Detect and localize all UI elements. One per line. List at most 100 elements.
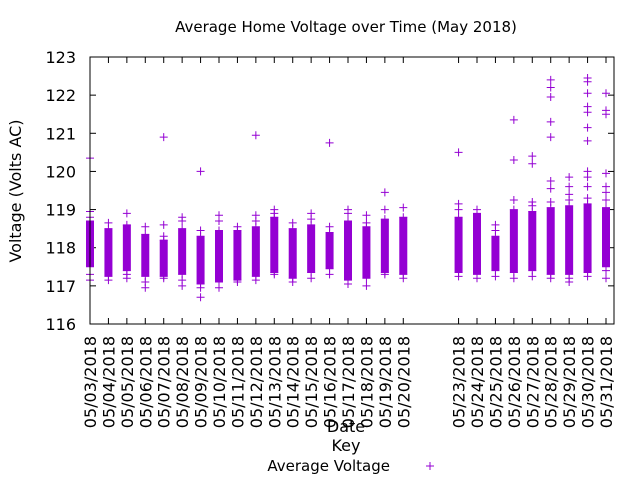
y-tick-label: 122 bbox=[45, 86, 76, 105]
data-point bbox=[491, 272, 500, 281]
data-point bbox=[602, 188, 610, 197]
x-tick-label: 05/10/2018 bbox=[210, 336, 229, 428]
point-band bbox=[159, 240, 168, 277]
data-point bbox=[583, 182, 592, 191]
point-band bbox=[509, 209, 518, 273]
data-point bbox=[528, 159, 537, 168]
data-point bbox=[565, 278, 574, 287]
data-point bbox=[399, 274, 408, 283]
data-point bbox=[196, 167, 205, 176]
data-point bbox=[215, 283, 223, 292]
data-point bbox=[565, 173, 574, 182]
data-point bbox=[159, 274, 168, 283]
data-point bbox=[546, 83, 555, 92]
x-tick-label: 05/18/2018 bbox=[357, 336, 376, 428]
data-point bbox=[380, 270, 389, 279]
x-axis-tick-labels: 05/03/2018 05/04/2018 05/05/2018 05/06/2018… bbox=[81, 336, 616, 428]
data-point bbox=[344, 279, 352, 288]
data-point bbox=[104, 218, 113, 227]
data-point bbox=[288, 218, 297, 227]
point-band bbox=[528, 211, 537, 271]
data-point bbox=[528, 201, 537, 210]
data-point bbox=[583, 123, 592, 132]
data-point bbox=[399, 213, 408, 222]
data-point bbox=[380, 215, 389, 224]
x-tick-label: 05/09/2018 bbox=[192, 336, 211, 428]
x-tick-label: 05/16/2018 bbox=[321, 336, 340, 428]
data-point bbox=[602, 203, 610, 212]
x-tick-label: 05/08/2018 bbox=[173, 336, 192, 428]
point-band bbox=[196, 236, 205, 284]
point-band bbox=[362, 226, 371, 279]
point-band bbox=[491, 236, 500, 271]
point-band bbox=[602, 207, 610, 267]
point-band bbox=[251, 226, 260, 277]
point-band bbox=[122, 224, 131, 271]
plot-frame bbox=[89, 56, 615, 325]
x-tick-label: 05/24/2018 bbox=[468, 336, 487, 428]
data-point bbox=[233, 222, 242, 231]
data-point bbox=[270, 270, 279, 279]
chart-title: Average Home Voltage over Time (May 2018… bbox=[175, 18, 517, 36]
data-point bbox=[602, 245, 610, 254]
data-point bbox=[251, 276, 260, 285]
data-point bbox=[307, 274, 316, 283]
y-tick-label: 120 bbox=[45, 162, 76, 181]
point-band bbox=[583, 203, 592, 273]
data-point bbox=[251, 131, 260, 140]
data-point bbox=[141, 222, 150, 231]
point-band bbox=[399, 217, 408, 275]
x-tick-label: 05/04/2018 bbox=[99, 336, 118, 428]
legend-marker-symbol bbox=[426, 462, 434, 470]
data-point bbox=[122, 270, 131, 279]
data-point bbox=[454, 213, 463, 222]
point-band bbox=[546, 207, 555, 275]
data-point bbox=[233, 278, 242, 287]
y-tick-label: 119 bbox=[45, 201, 76, 220]
point-band bbox=[233, 230, 242, 281]
x-tick-label: 05/14/2018 bbox=[284, 336, 303, 428]
data-point bbox=[528, 152, 537, 161]
x-tick-label: 05/19/2018 bbox=[376, 336, 395, 428]
x-tick-label: 05/05/2018 bbox=[118, 336, 137, 428]
x-tick-label: 05/12/2018 bbox=[247, 336, 266, 428]
point-band bbox=[380, 219, 389, 273]
data-point bbox=[602, 196, 610, 205]
point-band bbox=[473, 213, 481, 275]
data-point bbox=[362, 211, 371, 220]
data-point bbox=[583, 136, 592, 145]
data-point bbox=[159, 133, 168, 142]
point-band bbox=[141, 234, 150, 277]
data-point bbox=[565, 182, 574, 191]
point-band bbox=[325, 232, 334, 269]
data-point bbox=[509, 196, 518, 205]
legend-entry-label: Average Voltage bbox=[267, 457, 390, 475]
data-point bbox=[509, 205, 518, 214]
point-band bbox=[270, 217, 279, 273]
data-point bbox=[583, 173, 592, 182]
data-point bbox=[159, 232, 168, 241]
data-point bbox=[509, 115, 518, 124]
data-point bbox=[325, 138, 334, 147]
data-point bbox=[159, 220, 168, 229]
data-point bbox=[141, 283, 150, 292]
point-band bbox=[178, 228, 187, 275]
legend-marker bbox=[426, 462, 434, 470]
data-point bbox=[362, 218, 371, 227]
data-point bbox=[546, 93, 555, 102]
data-point bbox=[546, 197, 555, 206]
x-tick-label: 05/06/2018 bbox=[136, 336, 155, 428]
y-tick-label: 123 bbox=[45, 48, 76, 67]
data-point bbox=[454, 205, 463, 214]
data-point bbox=[380, 188, 389, 197]
data-point bbox=[583, 77, 592, 86]
data-point bbox=[473, 205, 481, 214]
y-tick-label: 118 bbox=[45, 239, 76, 258]
data-point bbox=[565, 196, 574, 205]
data-point bbox=[141, 230, 150, 239]
data-point bbox=[196, 226, 205, 235]
x-axis-label: Date bbox=[327, 417, 365, 436]
y-tick-label: 117 bbox=[45, 277, 76, 296]
data-point bbox=[583, 272, 592, 281]
data-point bbox=[344, 217, 352, 226]
